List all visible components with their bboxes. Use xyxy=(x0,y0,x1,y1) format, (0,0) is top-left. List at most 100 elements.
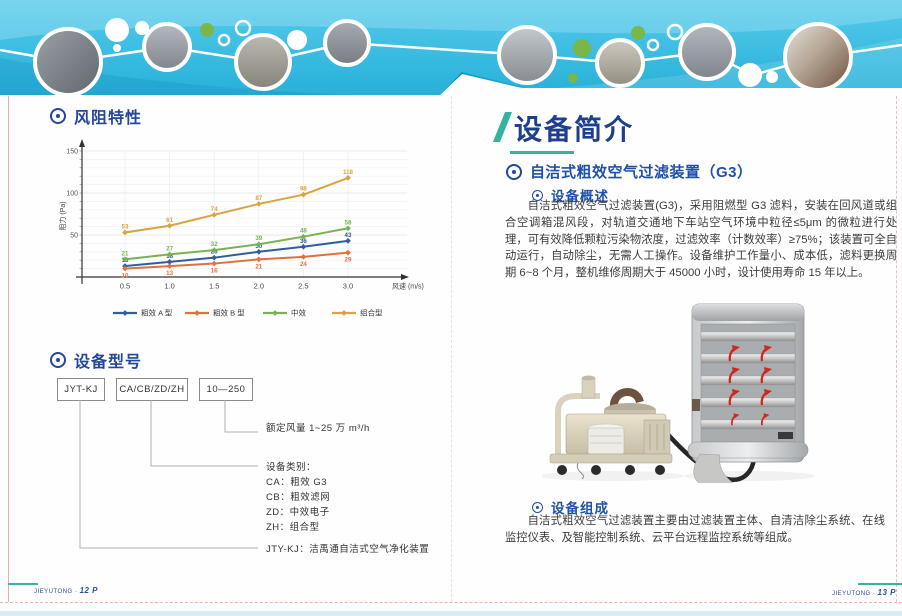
banner-photo-building-8 xyxy=(783,22,853,92)
model-note: JTY-KJ：洁禹通自洁式空气净化装置 xyxy=(266,544,430,555)
subsection-composition: 设备组成 xyxy=(532,497,609,517)
airflow-note: 额定风量 1~25 万 m³/h xyxy=(266,423,370,434)
resistance-chart: 50 100 150 0.5 1.0 1.5 2.0 2.5 3.0 风速 (m/s) 阻力 (Pa… xyxy=(58,139,424,318)
banner-photo-station-4 xyxy=(323,19,371,67)
svg-text:13: 13 xyxy=(166,270,173,277)
banner-decorative-dots xyxy=(105,18,778,87)
svg-text:98: 98 xyxy=(300,186,307,193)
svg-text:27: 27 xyxy=(166,245,173,252)
section-model-number: 设备型号 xyxy=(50,348,142,372)
category-item: ZH：组合型 xyxy=(266,522,320,533)
section-wind-resistance: 风阻特性 xyxy=(50,104,142,128)
machine-handle xyxy=(555,393,600,456)
crop-mark-left xyxy=(8,96,9,602)
machine-cable xyxy=(576,462,584,480)
category-item: CB：粗效滤网 xyxy=(266,492,331,503)
model-diagram-connectors xyxy=(79,400,258,549)
svg-text:53: 53 xyxy=(122,223,129,230)
banner-wave-light2 xyxy=(400,38,902,96)
footer-rule-left xyxy=(8,583,38,585)
model-box-series: JYT-KJ xyxy=(57,378,105,401)
svg-text:32: 32 xyxy=(211,241,218,248)
subsection-overview: 设备概述 xyxy=(532,185,609,205)
svg-text:150: 150 xyxy=(66,149,78,156)
banner-photo-station-5 xyxy=(497,25,557,85)
svg-text:粗效 A 型: 粗效 A 型 xyxy=(141,308,173,318)
banner xyxy=(0,0,902,96)
svg-text:39: 39 xyxy=(255,235,262,242)
banner-wave-dark xyxy=(0,58,390,96)
section-device-g3: 自洁式粗效空气过滤装置（G3） xyxy=(506,161,753,182)
panel-hose-port xyxy=(692,399,700,411)
panel-label xyxy=(778,432,793,439)
overview-paragraph: 自洁式粗效空气过滤装置(G3)，采用阻燃型 G3 滤料，安装在回风道或组合空调箱… xyxy=(505,200,897,280)
model-box-type: CA/CB/ZD/ZH xyxy=(116,378,188,401)
section-bullet-icon xyxy=(50,352,66,368)
svg-text:风速 (m/s): 风速 (m/s) xyxy=(392,283,424,291)
crop-mark-right xyxy=(896,96,897,602)
svg-text:50: 50 xyxy=(70,233,78,240)
page-fold-divider xyxy=(451,96,452,602)
page-title: 设备简介 xyxy=(514,114,635,145)
filter-panel xyxy=(687,303,809,483)
svg-text:58: 58 xyxy=(345,219,352,226)
svg-text:118: 118 xyxy=(343,169,354,176)
svg-text:粗效 B 型: 粗效 B 型 xyxy=(213,308,245,318)
svg-text:21: 21 xyxy=(122,250,129,257)
svg-text:74: 74 xyxy=(211,206,218,213)
device-title: 自洁式粗效空气过滤装置（G3） xyxy=(530,164,753,181)
svg-text:2.0: 2.0 xyxy=(254,282,264,291)
panel-chute xyxy=(693,453,734,483)
next-page-strip xyxy=(0,611,902,616)
svg-text:2.5: 2.5 xyxy=(298,282,308,291)
svg-text:3.0: 3.0 xyxy=(343,282,353,291)
banner-wave-light xyxy=(0,0,902,40)
svg-text:61: 61 xyxy=(166,217,173,224)
svg-text:组合型: 组合型 xyxy=(360,308,383,318)
subsection-title: 设备组成 xyxy=(551,501,609,516)
dust-collector-machine xyxy=(549,375,673,480)
svg-text:中效: 中效 xyxy=(291,308,306,318)
svg-text:48: 48 xyxy=(300,228,307,235)
banner-photo-station-3 xyxy=(234,33,292,91)
composition-paragraph: 自洁式粗效空气过滤装置主要由过滤装置主体、自清洁除尘系统、在线监控仪表、及智能控… xyxy=(505,515,885,544)
svg-text:0.5: 0.5 xyxy=(120,282,130,291)
section-title: 风阻特性 xyxy=(74,110,143,127)
title-slash-icon xyxy=(492,112,513,142)
page-number: 12 P xyxy=(79,586,99,595)
category-item: CA：粗效 G3 xyxy=(266,477,328,488)
svg-text:29: 29 xyxy=(345,257,352,264)
svg-text:24: 24 xyxy=(300,261,307,268)
section-bullet-icon xyxy=(50,108,66,124)
svg-text:1.5: 1.5 xyxy=(209,282,219,291)
model-box-airflow: 10—250 xyxy=(199,378,253,401)
svg-text:16: 16 xyxy=(211,268,218,275)
svg-text:87: 87 xyxy=(255,195,262,202)
product-illustration xyxy=(542,303,815,483)
svg-text:10: 10 xyxy=(122,273,129,280)
category-item: ZD：中效电子 xyxy=(266,507,330,518)
category-heading: 设备类别： xyxy=(266,462,317,473)
svg-text:阻力 (Pa): 阻力 (Pa) xyxy=(58,201,67,230)
footer-rule-right xyxy=(858,583,902,585)
machine-platform xyxy=(549,453,673,464)
banner-photo-station-1 xyxy=(33,27,103,96)
subsection-bullet-icon xyxy=(532,501,543,513)
subsection-bullet-icon xyxy=(532,189,543,201)
page-footer-right: JIEYUTONG · 13 P xyxy=(831,588,896,597)
machine-elbow-pipe xyxy=(610,388,644,409)
page-number: 13 P xyxy=(877,588,896,597)
section-bullet-icon xyxy=(506,163,522,180)
panel-roller xyxy=(687,441,809,459)
banner-bottom-edge xyxy=(0,74,902,96)
machine-filter-cartridge xyxy=(587,427,625,455)
section-title: 设备型号 xyxy=(74,354,143,371)
subsection-title: 设备概述 xyxy=(551,189,609,204)
banner-photo-station-7 xyxy=(678,23,736,81)
banner-photo-station-2 xyxy=(142,22,192,72)
svg-text:1.0: 1.0 xyxy=(164,282,174,291)
banner-photo-station-6 xyxy=(595,38,645,88)
svg-text:36: 36 xyxy=(300,238,307,245)
svg-text:21: 21 xyxy=(255,263,262,270)
